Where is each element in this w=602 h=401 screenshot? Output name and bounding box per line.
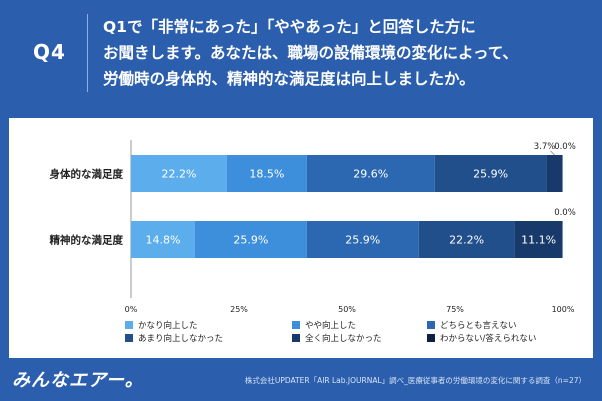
stacked-bar-chart: 身体的な満足度 22.2% 18.5% 29.6% 25.9%3.7%0.0%精神的な満…: [50, 140, 576, 344]
legend-swatch: [292, 334, 300, 342]
leader-line: [550, 150, 555, 156]
data-label: 25.9%: [233, 234, 268, 247]
data-label: 25.9%: [473, 168, 508, 181]
data-label: 0.0%: [554, 208, 576, 218]
bar-segment: [226, 155, 307, 192]
bar-segment: [546, 155, 563, 192]
category-label: 精神的な満足度: [50, 234, 124, 247]
data-label: 18.5%: [249, 168, 284, 181]
x-tick-label: 25%: [230, 305, 248, 314]
bar-segment: [514, 221, 563, 258]
question-text: Q1で「非常にあった」「ややあった」と回答した方に お聞きします。あなたは、職場…: [103, 14, 593, 92]
legend-label: わからない/答えられない: [440, 333, 536, 344]
x-tick-label: 100%: [552, 305, 575, 314]
category-label: 身体的な満足度: [50, 168, 124, 181]
legend-swatch: [427, 321, 435, 329]
bar-segment: [194, 221, 307, 258]
bar-segment: [434, 155, 547, 192]
legend-swatch: [427, 334, 435, 342]
x-tick-label: 75%: [446, 305, 464, 314]
header-divider: [87, 14, 88, 92]
bar-segment: [306, 155, 435, 192]
header: Q4 Q1で「非常にあった」「ややあった」と回答した方に お聞きします。あなたは…: [0, 0, 602, 108]
bar-segment: [306, 221, 419, 258]
bar-segment: [418, 221, 515, 258]
data-label: 14.8%: [145, 234, 180, 247]
legend-swatch: [292, 321, 300, 329]
question-number: Q4: [33, 40, 66, 64]
legend-label: かなり向上した: [138, 320, 198, 331]
legend-label: あまり向上しなかった: [138, 333, 223, 344]
x-tick-label: 50%: [338, 305, 356, 314]
data-label: 3.7%: [534, 142, 556, 152]
legend-label: やや向上した: [305, 320, 356, 331]
question-line-2: お聞きします。あなたは、職場の設備環境の変化によって、: [103, 44, 518, 62]
legend-swatch: [125, 321, 133, 329]
data-label: 11.1%: [521, 234, 556, 247]
x-tick-label: 0%: [125, 305, 138, 314]
brand-logo: みんなエアー。: [12, 370, 144, 391]
data-label: 22.2%: [449, 234, 484, 247]
question-line-1: Q1で「非常にあった」「ややあった」と回答した方に: [103, 18, 476, 36]
legend-label: どちらとも言えない: [440, 320, 517, 331]
data-label: 29.6%: [353, 168, 388, 181]
question-line-3: 労働時の身体的、精神的な満足度は向上しましたか。: [103, 70, 475, 88]
legend-swatch: [125, 334, 133, 342]
data-label: 25.9%: [345, 234, 380, 247]
chart-card: 身体的な満足度 22.2% 18.5% 29.6% 25.9% 3.7% 0.0% 精神的な満…: [9, 118, 593, 358]
data-label: 22.2%: [161, 168, 196, 181]
source-note: 株式会社UPDATER「AIR Lab.JOURNAL」調べ_医療従事者の労働環…: [244, 376, 586, 385]
bar-segment: [131, 221, 195, 258]
data-label: 0.0%: [554, 142, 576, 152]
legend-label: 全く向上しなかった: [305, 333, 382, 344]
bar-segment: [131, 155, 227, 192]
